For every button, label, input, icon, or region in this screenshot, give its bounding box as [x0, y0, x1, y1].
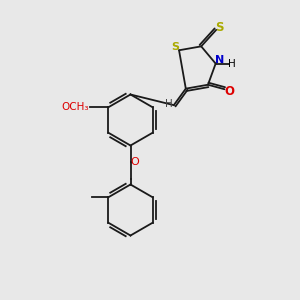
Text: O: O: [224, 85, 234, 98]
Text: S: S: [171, 42, 179, 52]
Text: H: H: [164, 99, 172, 109]
Text: S: S: [215, 21, 224, 34]
Text: N: N: [214, 55, 224, 65]
Text: O: O: [130, 157, 140, 167]
Text: H: H: [228, 58, 236, 69]
Text: OCH₃: OCH₃: [61, 102, 89, 112]
